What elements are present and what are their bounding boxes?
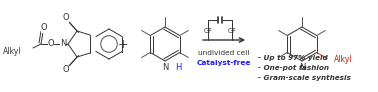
- Text: N: N: [162, 63, 168, 72]
- Text: undivided cell: undivided cell: [198, 50, 250, 56]
- Text: GF: GF: [204, 28, 212, 34]
- Text: O: O: [48, 39, 54, 48]
- Text: H: H: [175, 63, 181, 72]
- Text: GF: GF: [228, 28, 236, 34]
- Text: O: O: [63, 14, 69, 23]
- Text: Alkyl: Alkyl: [334, 55, 352, 64]
- Text: +: +: [118, 38, 128, 51]
- Text: - Up to 97% yield: - Up to 97% yield: [258, 55, 328, 61]
- Text: - One-pot fashion: - One-pot fashion: [258, 65, 329, 71]
- Text: N: N: [299, 63, 305, 72]
- Text: Alkyl: Alkyl: [3, 46, 21, 55]
- Text: - Gram-scale synthesis: - Gram-scale synthesis: [258, 75, 351, 81]
- Text: Catalyst-free: Catalyst-free: [197, 60, 251, 66]
- Text: O: O: [41, 23, 47, 32]
- Text: O: O: [63, 66, 69, 75]
- Text: N: N: [60, 39, 66, 48]
